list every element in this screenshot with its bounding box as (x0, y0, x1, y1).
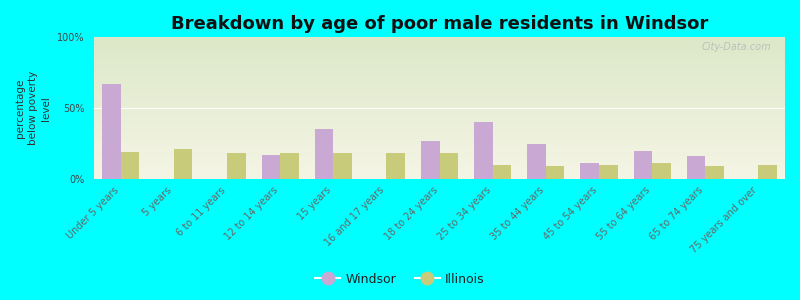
Bar (262, 155, 280, 179)
Bar (758, 165, 777, 179)
Bar (102, 84, 121, 179)
Bar (474, 122, 493, 179)
Bar (493, 165, 511, 179)
Bar (581, 163, 599, 179)
Bar (334, 153, 352, 179)
Bar (706, 166, 724, 179)
Bar (652, 163, 670, 179)
Bar (421, 141, 439, 179)
Bar (686, 156, 706, 179)
Legend: Windsor, Illinois: Windsor, Illinois (310, 268, 490, 291)
Title: Breakdown by age of poor male residents in Windsor: Breakdown by age of poor male residents … (171, 15, 708, 33)
Bar (314, 129, 334, 179)
Bar (599, 165, 618, 179)
Text: City-Data.com: City-Data.com (702, 42, 771, 52)
Y-axis label: percentage
below poverty
level: percentage below poverty level (15, 71, 51, 145)
Bar (527, 143, 546, 179)
Bar (439, 153, 458, 179)
Bar (546, 166, 565, 179)
Bar (386, 153, 405, 179)
Bar (634, 151, 652, 179)
Bar (121, 152, 139, 179)
Bar (227, 153, 246, 179)
Bar (280, 153, 298, 179)
Bar (174, 149, 193, 179)
